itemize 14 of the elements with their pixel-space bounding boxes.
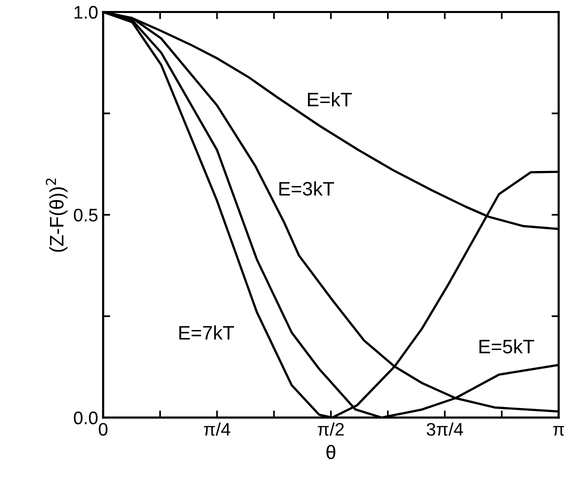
y-tick-label: 0.0 (74, 412, 98, 424)
series-label: E=5kT (479, 339, 534, 354)
y-axis-title: (Z-F(θ))$^{2}$ (46, 178, 68, 252)
x-axis-title: θ (326, 444, 336, 460)
x-tick-label: π/2 (318, 422, 344, 436)
series-label: E=7kT (179, 325, 234, 340)
series-label: E=3kT (279, 181, 334, 196)
y-tick-label: 0.5 (74, 208, 98, 222)
x-tick-label: π/4 (204, 422, 230, 436)
y-tick-label: 1.0 (74, 6, 98, 19)
x-tick-label: 0 (98, 422, 108, 436)
series-label: E=kT (308, 92, 352, 106)
x-tick-label: π (553, 426, 564, 436)
x-tick-label: 3π/4 (426, 422, 464, 436)
